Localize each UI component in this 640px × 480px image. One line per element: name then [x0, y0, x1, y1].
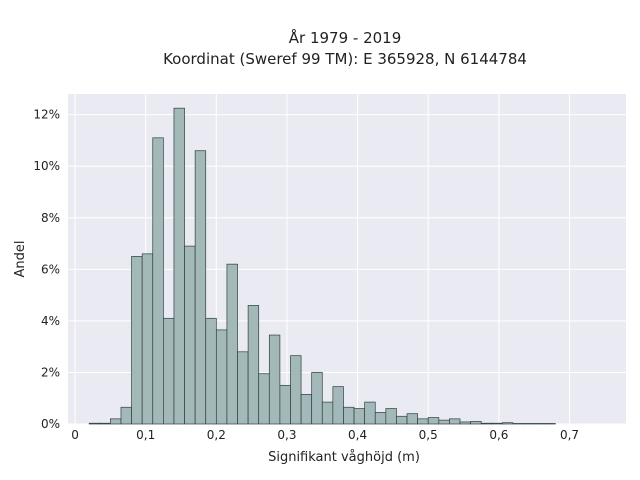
y-tick-label: 0% — [41, 417, 60, 431]
histogram-bar — [247, 305, 260, 425]
histogram-bar — [470, 421, 482, 425]
histogram-bar — [258, 373, 270, 425]
histogram-bar — [152, 137, 164, 425]
x-tick-label: 0,4 — [348, 428, 367, 442]
y-tick-label: 4% — [41, 314, 60, 328]
histogram-bar — [449, 418, 461, 425]
histogram-bar — [502, 422, 514, 425]
histogram-bar — [544, 423, 556, 425]
y-axis-label: Andel — [13, 241, 28, 278]
histogram-bar — [353, 408, 366, 425]
chart-title-line-1: År 1979 - 2019 — [288, 29, 402, 47]
y-tick-label: 2% — [41, 365, 60, 379]
histogram-bar — [99, 422, 111, 425]
x-axis-label: Signifikant våghöjd (m) — [268, 450, 420, 465]
histogram-bar — [120, 406, 132, 425]
x-tick-label: 0,3 — [277, 428, 296, 442]
y-tick-label: 10% — [33, 159, 60, 173]
histogram-bar — [300, 394, 313, 425]
y-tick-label: 6% — [41, 262, 60, 276]
x-tick-label: 0,5 — [419, 428, 438, 442]
x-tick-labels: 0 0,1 0,2 0,3 0,4 0,5 0,6 0,7 — [71, 428, 579, 442]
histogram-bar — [237, 351, 249, 425]
y-tick-label: 12% — [33, 108, 60, 122]
histogram-bar — [533, 423, 546, 425]
histogram-bars — [88, 107, 556, 425]
histogram-bar — [480, 422, 493, 425]
histogram-bar — [110, 418, 122, 425]
histogram-bar — [173, 107, 185, 425]
histogram-bar — [364, 401, 376, 425]
histogram-bar — [396, 415, 408, 425]
histogram-bar — [512, 423, 524, 425]
histogram-bar — [321, 401, 334, 425]
histogram-bar — [417, 418, 429, 425]
histogram-bar — [491, 422, 503, 425]
histogram-bar — [385, 408, 397, 425]
histogram-bar — [184, 245, 196, 425]
y-tick-label: 8% — [41, 211, 60, 225]
histogram-bar — [406, 413, 418, 425]
histogram-bar — [374, 412, 387, 425]
histogram-bar — [311, 372, 323, 425]
x-tick-label: 0,6 — [489, 428, 508, 442]
x-tick-label: 0,2 — [207, 428, 226, 442]
histogram-bar — [205, 317, 217, 425]
y-tick-labels: 0% 2% 4% 6% 8% 10% 12% — [33, 108, 60, 431]
histogram-bar — [163, 317, 175, 425]
chart-title-line-2: Koordinat (Sweref 99 TM): E 365928, N 61… — [163, 50, 527, 68]
histogram-bar — [343, 406, 355, 425]
histogram-bar — [88, 422, 101, 425]
histogram-bar — [215, 329, 228, 425]
x-tick-label: 0 — [71, 428, 79, 442]
x-tick-label: 0,1 — [136, 428, 155, 442]
histogram-bar — [226, 263, 238, 425]
x-tick-label: 0,7 — [560, 428, 579, 442]
histogram-bar — [427, 417, 440, 425]
histogram-bar — [290, 355, 302, 425]
histogram-bar — [268, 334, 281, 425]
histogram-bar — [141, 253, 154, 425]
histogram-bar — [279, 384, 291, 425]
histogram-bar — [438, 419, 450, 425]
histogram-bar — [332, 386, 344, 425]
histogram-bar — [523, 423, 535, 425]
histogram-bar — [131, 256, 143, 425]
histogram-bar — [194, 150, 207, 425]
histogram-bar — [459, 421, 471, 425]
